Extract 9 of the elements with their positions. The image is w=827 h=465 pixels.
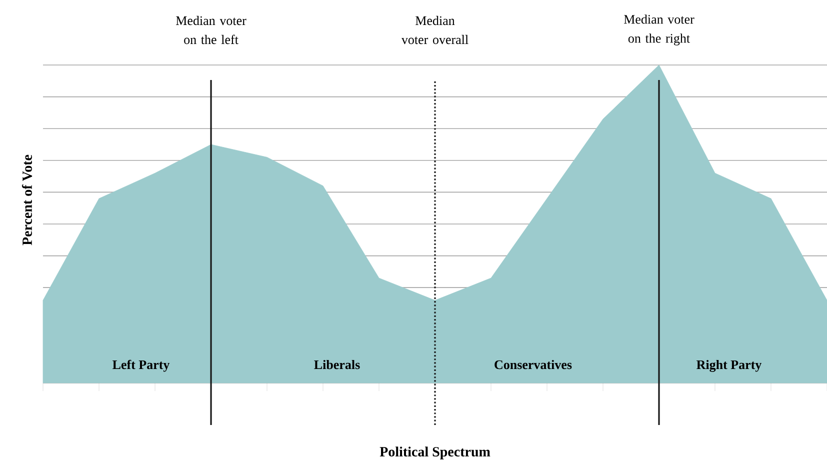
annotation: Left Party xyxy=(112,360,170,372)
annotation: Conservatives xyxy=(494,360,572,370)
text: Median voter on the left xyxy=(176,16,246,44)
annotation: Liberals xyxy=(314,360,360,370)
y-axis-title: Percent of Vote xyxy=(22,154,32,246)
text: Median voter overall xyxy=(401,16,468,44)
text: Median voter on the right xyxy=(624,14,694,46)
x-axis-title: Political Spectrum xyxy=(380,446,490,460)
annotation: Right Party xyxy=(696,360,762,372)
